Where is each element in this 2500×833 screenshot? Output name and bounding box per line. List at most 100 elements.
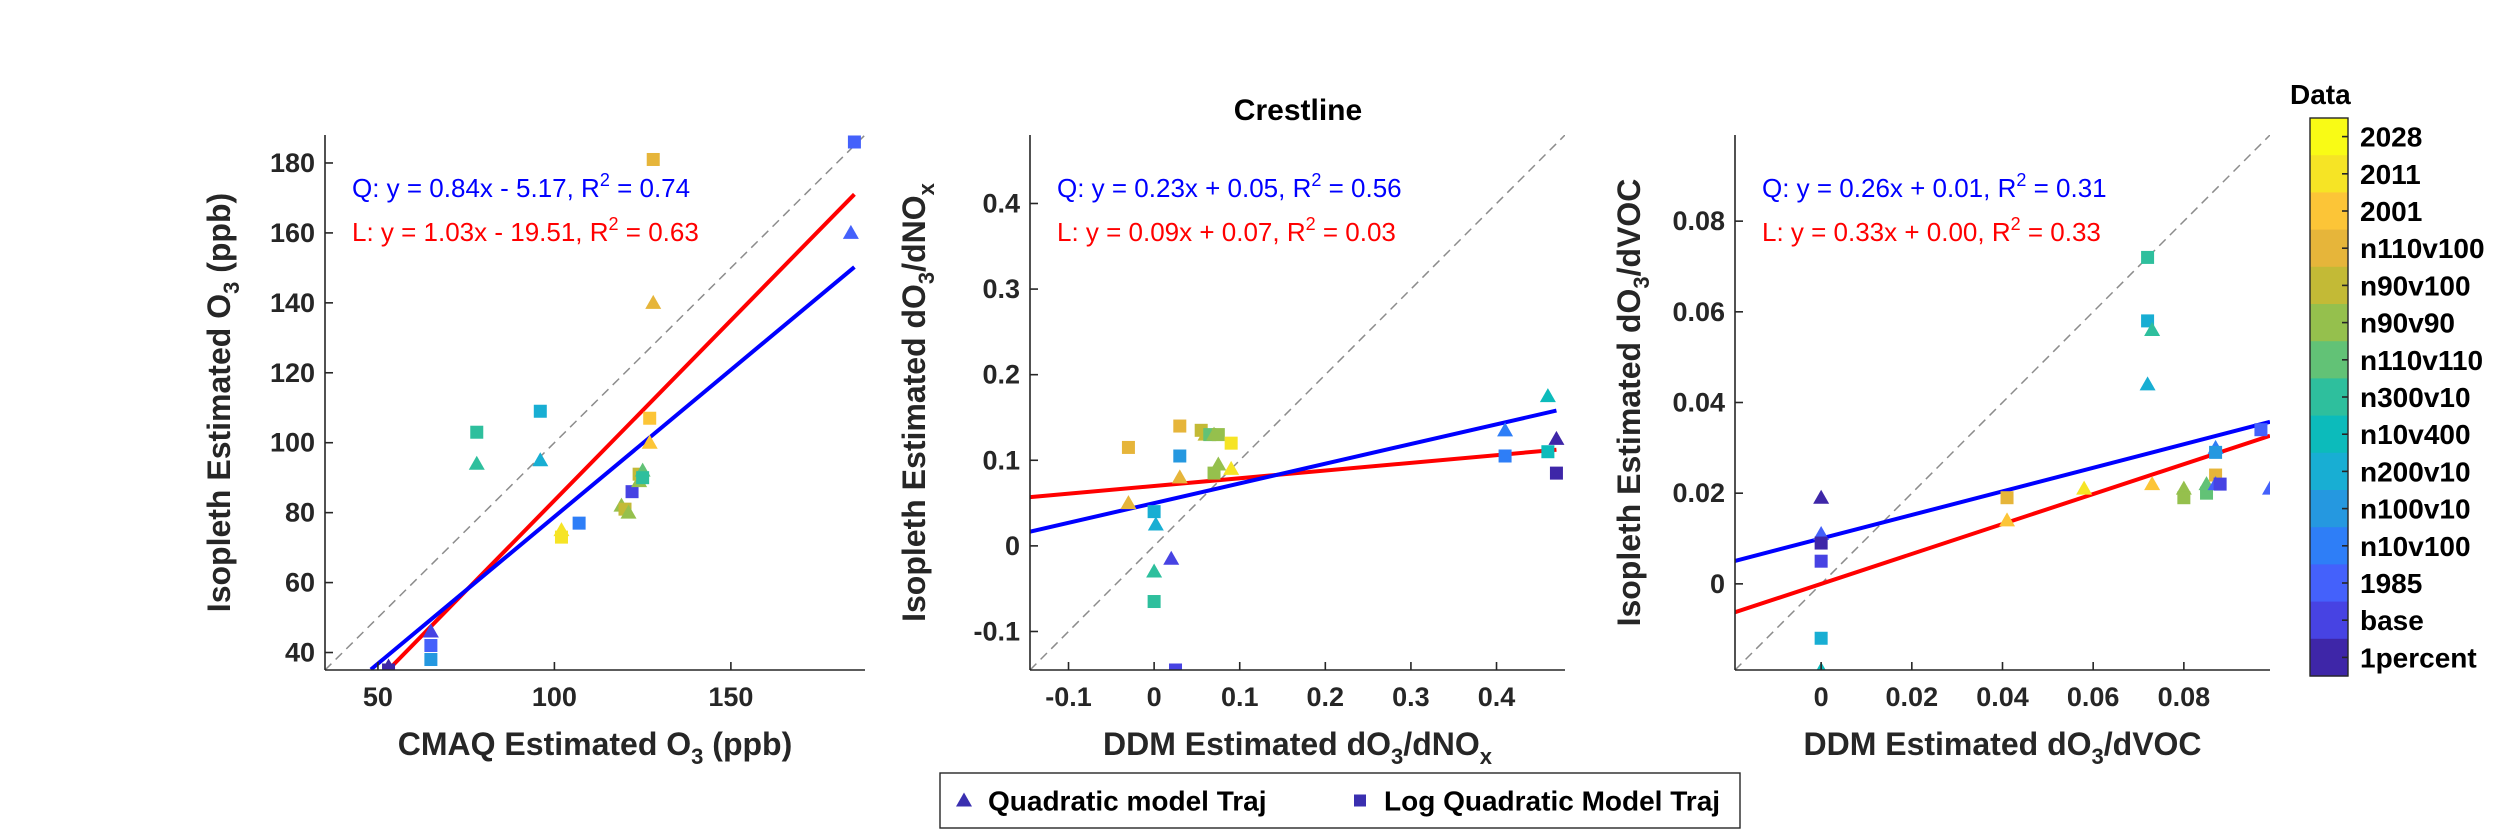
data-point-square (1814, 536, 1828, 550)
colorbar-label: n110v100 (2360, 233, 2485, 264)
plot-area (1735, 135, 2270, 670)
data-point-square (2213, 477, 2227, 491)
y-tick-label: 0.3 (982, 274, 1020, 304)
one-to-one-line (1735, 135, 2270, 670)
colorbar-segment (2310, 601, 2348, 640)
legend-frame (939, 772, 1741, 829)
y-axis-label: Isopleth Estimated O3 (ppb) (201, 193, 244, 612)
plot-area (325, 135, 865, 670)
colorbar-title: Data (2290, 79, 2351, 110)
y-tick-label: 120 (270, 358, 315, 388)
colorbar-label: n110v110 (2360, 345, 2483, 376)
colorbar-segment (2310, 564, 2348, 603)
data-point-square (1147, 505, 1161, 519)
data-point-square (1549, 466, 1563, 480)
y-tick-label: 0.1 (982, 445, 1020, 475)
x-tick-label: 150 (708, 682, 753, 712)
data-point-triangle (2139, 376, 2156, 391)
data-point-triangle (620, 504, 637, 519)
data-point-square (533, 404, 547, 418)
data-point-square (1121, 440, 1135, 454)
data-point-square (554, 530, 568, 544)
colorbar-label: 2028 (2360, 122, 2422, 153)
panels: 50 100 150 40 60 80 100 120 140 160 180 CMAQ Estima… (201, 135, 2270, 769)
colorbar-label: 2011 (2360, 159, 2421, 190)
colorbar-segment (2310, 415, 2348, 454)
y-tick-label: 0.08 (1672, 206, 1725, 236)
colorbar-segment (2310, 341, 2348, 379)
fit-equation-q: Q: y = 0.26x + 0.01, R2 = 0.31 (1762, 170, 2107, 203)
fit-line-l (1030, 447, 1557, 500)
x-tick-label: -0.1 (1045, 682, 1092, 712)
data-point-triangle (1120, 495, 1137, 510)
data-point-triangle (1171, 469, 1188, 484)
y-tick-label: 0.4 (982, 188, 1020, 218)
data-point-square (643, 411, 657, 425)
one-to-one-line (1030, 135, 1565, 670)
data-point-triangle (1163, 550, 1180, 565)
y-axis-label: Isopleth Estimated dO3/dNOx (896, 182, 939, 622)
fit-equation-q: Q: y = 0.23x + 0.05, R2 = 0.56 (1057, 170, 1402, 203)
data-point-square (625, 485, 639, 499)
x-axis-label: CMAQ Estimated O3 (ppb) (398, 726, 792, 769)
y-tick-label: -0.1 (973, 616, 1020, 646)
x-tick-label: 0.08 (2158, 682, 2211, 712)
colorbar-segment (2310, 155, 2348, 193)
colorbar-segment (2310, 304, 2348, 342)
data-point-square (2254, 423, 2268, 437)
y-tick-label: 0.06 (1672, 297, 1725, 327)
scatter-panel-2: -0.1 0 0.1 0.2 0.3 0.4 -0.1 0 0.1 0.2 0.3 0.4 DDM Es… (896, 135, 1565, 769)
y-tick-label: 0.04 (1672, 388, 1725, 418)
data-point-square (572, 516, 586, 530)
data-point-triangle (645, 294, 662, 309)
data-point-square (2177, 491, 2191, 505)
data-point-triangle (468, 455, 485, 470)
data-point-triangle (641, 434, 658, 449)
data-point-square (1173, 419, 1187, 433)
colorbar-segment (2310, 527, 2348, 565)
data-point-triangle (1539, 388, 1556, 403)
fit-equation-l: L: y = 0.09x + 0.07, R2 = 0.03 (1057, 214, 1396, 247)
data-point-square (1147, 595, 1161, 609)
y-tick-label: 180 (270, 148, 315, 178)
colorbar-label: 1percent (2360, 642, 2477, 673)
data-point-square (1814, 554, 1828, 568)
x-axis-label: DDM Estimated dO3/dVOC (1803, 726, 2201, 769)
data-point-square (2141, 250, 2155, 264)
data-point-triangle (1813, 489, 1830, 504)
colorbar-label: n200v10 (2360, 456, 2471, 487)
colorbar-label: n10v400 (2360, 419, 2471, 450)
fit-equation-q: Q: y = 0.84x - 5.17, R2 = 0.74 (352, 170, 690, 203)
x-tick-label: 0 (1814, 682, 1829, 712)
data-point-triangle (1548, 430, 1565, 445)
x-axis-label: DDM Estimated dO3/dNOx (1103, 726, 1493, 769)
x-tick-label: 0.2 (1307, 682, 1345, 712)
data-point-triangle (1147, 516, 1164, 531)
data-point-triangle (2175, 480, 2192, 495)
marker-legend: Quadratic model Traj Log Quadratic Model … (939, 772, 1741, 829)
data-point-square (1498, 449, 1512, 463)
legend-triangle-marker (956, 792, 972, 807)
legend-label-quadratic: Quadratic model Traj (988, 786, 1267, 817)
fit-line-q (1030, 408, 1557, 534)
colorbar-segment (2310, 452, 2348, 491)
data-point-triangle (2144, 476, 2161, 491)
data-point-square (424, 653, 438, 667)
x-tick-label: 0.3 (1392, 682, 1430, 712)
data-point-triangle (2144, 321, 2161, 336)
data-point-triangle (1223, 460, 1240, 475)
data-point-square (1211, 428, 1225, 442)
y-tick-label: 80 (285, 498, 315, 528)
x-tick-label: 0.04 (1976, 682, 2029, 712)
y-tick-label: 0 (1005, 531, 1020, 561)
x-tick-label: 0.02 (1886, 682, 1939, 712)
fit-line-l (385, 192, 856, 670)
y-tick-label: 140 (270, 288, 315, 318)
data-point-square (2209, 445, 2223, 459)
colorbar-label: base (2360, 605, 2424, 636)
colorbar-label: n10v100 (2360, 531, 2471, 562)
data-point-square (2000, 491, 2014, 505)
colorbar-label: n90v100 (2360, 270, 2471, 301)
data-point-triangle (842, 224, 859, 239)
